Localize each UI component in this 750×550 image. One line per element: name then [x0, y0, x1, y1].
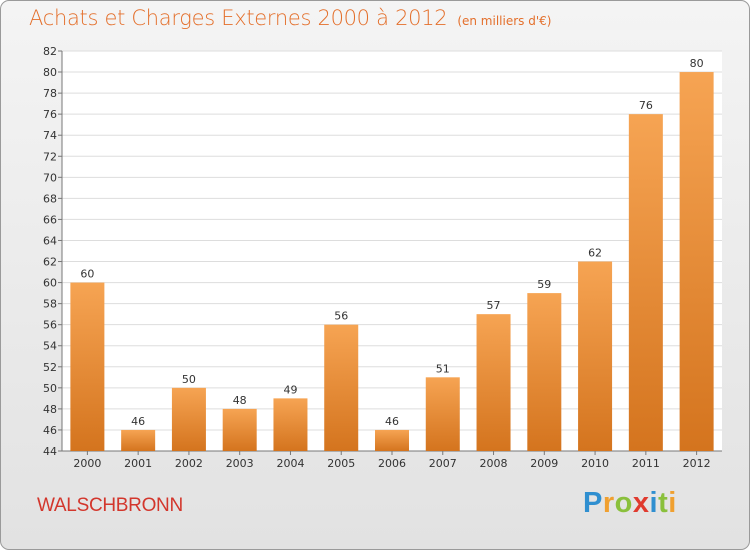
- y-tick-label: 56: [43, 319, 57, 332]
- bar: [222, 408, 257, 451]
- y-tick-label: 82: [43, 45, 57, 58]
- chart-title: Achats et Charges Externes 2000 à 2012: [29, 6, 448, 30]
- data-label: 51: [436, 362, 450, 375]
- x-tick-label: 2001: [124, 457, 152, 470]
- data-label: 80: [690, 57, 704, 70]
- bar: [425, 377, 460, 451]
- y-tick-label: 60: [43, 277, 57, 290]
- data-label: 76: [639, 99, 653, 112]
- data-label: 46: [385, 415, 399, 428]
- y-tick-label: 80: [43, 66, 57, 79]
- y-tick-label: 68: [43, 192, 57, 205]
- data-label: 46: [131, 415, 145, 428]
- bar: [628, 114, 663, 451]
- x-tick-label: 2008: [480, 457, 508, 470]
- x-tick-label: 2004: [276, 457, 304, 470]
- y-tick-label: 54: [43, 340, 57, 353]
- bar: [121, 429, 156, 451]
- proxiti-logo: Proxiti: [583, 487, 677, 520]
- x-tick-label: 2002: [175, 457, 203, 470]
- x-tick-label: 2000: [73, 457, 101, 470]
- y-tick-label: 78: [43, 87, 57, 100]
- logo-letter: r: [602, 487, 615, 519]
- bar: [324, 324, 359, 451]
- y-tick-label: 72: [43, 150, 57, 163]
- logo-letter: i: [668, 487, 677, 519]
- data-label: 59: [537, 278, 551, 291]
- x-tick-label: 2006: [378, 457, 406, 470]
- logo-letter: t: [658, 487, 669, 519]
- logo-letter: i: [649, 487, 659, 519]
- data-label: 49: [283, 383, 297, 396]
- x-tick-label: 2003: [226, 457, 254, 470]
- data-label: 62: [588, 247, 602, 260]
- bar: [578, 261, 613, 451]
- data-label: 57: [487, 299, 501, 312]
- bar: [70, 282, 105, 451]
- y-tick-label: 50: [43, 382, 57, 395]
- logo-letter: x: [632, 487, 650, 519]
- y-tick-label: 48: [43, 403, 57, 416]
- data-label: 56: [334, 310, 348, 323]
- y-tick-label: 74: [43, 129, 57, 142]
- y-tick-label: 64: [43, 234, 57, 247]
- y-tick-label: 70: [43, 171, 57, 184]
- bar: [679, 72, 714, 451]
- y-tick-label: 58: [43, 298, 57, 311]
- bar: [273, 398, 308, 451]
- x-tick-label: 2012: [683, 457, 711, 470]
- bar: [527, 293, 562, 451]
- bar: [171, 387, 206, 451]
- chart-title-block: Achats et Charges Externes 2000 à 2012 (e…: [29, 6, 551, 30]
- plot-area: [62, 51, 722, 451]
- logo-letter: P: [583, 487, 603, 519]
- y-tick-label: 46: [43, 424, 57, 437]
- y-tick-label: 44: [43, 445, 57, 458]
- y-tick-label: 66: [43, 213, 57, 226]
- x-tick-label: 2010: [581, 457, 609, 470]
- x-tick-label: 2007: [429, 457, 457, 470]
- x-tick-label: 2009: [530, 457, 558, 470]
- commune-name: WALSCHBRONN: [37, 495, 183, 516]
- logo-letter: o: [614, 487, 633, 519]
- data-label: 50: [182, 373, 196, 386]
- y-tick-label: 52: [43, 361, 57, 374]
- bar: [476, 314, 511, 451]
- x-tick-label: 2005: [327, 457, 355, 470]
- bar: [375, 429, 409, 451]
- y-tick-label: 62: [43, 256, 57, 269]
- data-label: 60: [80, 268, 94, 281]
- x-tick-label: 2011: [632, 457, 660, 470]
- data-label: 48: [233, 394, 247, 407]
- y-tick-label: 76: [43, 108, 57, 121]
- chart-unit: (en milliers d'€): [457, 14, 552, 28]
